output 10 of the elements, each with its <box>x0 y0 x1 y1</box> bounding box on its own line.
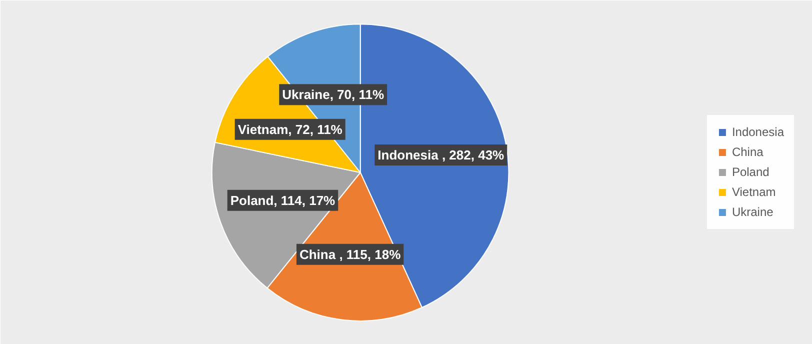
data-label: Ukraine, 70, 11% <box>282 87 384 102</box>
data-label: Poland, 114, 17% <box>230 192 336 208</box>
legend-label: Ukraine <box>732 205 774 219</box>
data-label: China , 115, 18% <box>299 246 402 262</box>
data-label: Indonesia , 282, 43% <box>378 147 505 162</box>
legend-label: Poland <box>732 165 770 179</box>
legend-label: Indonesia <box>732 125 784 139</box>
data-label: Vietnam, 72, 11% <box>238 122 343 137</box>
legend-label: China <box>732 145 764 159</box>
legend-label: Vietnam <box>732 185 776 199</box>
